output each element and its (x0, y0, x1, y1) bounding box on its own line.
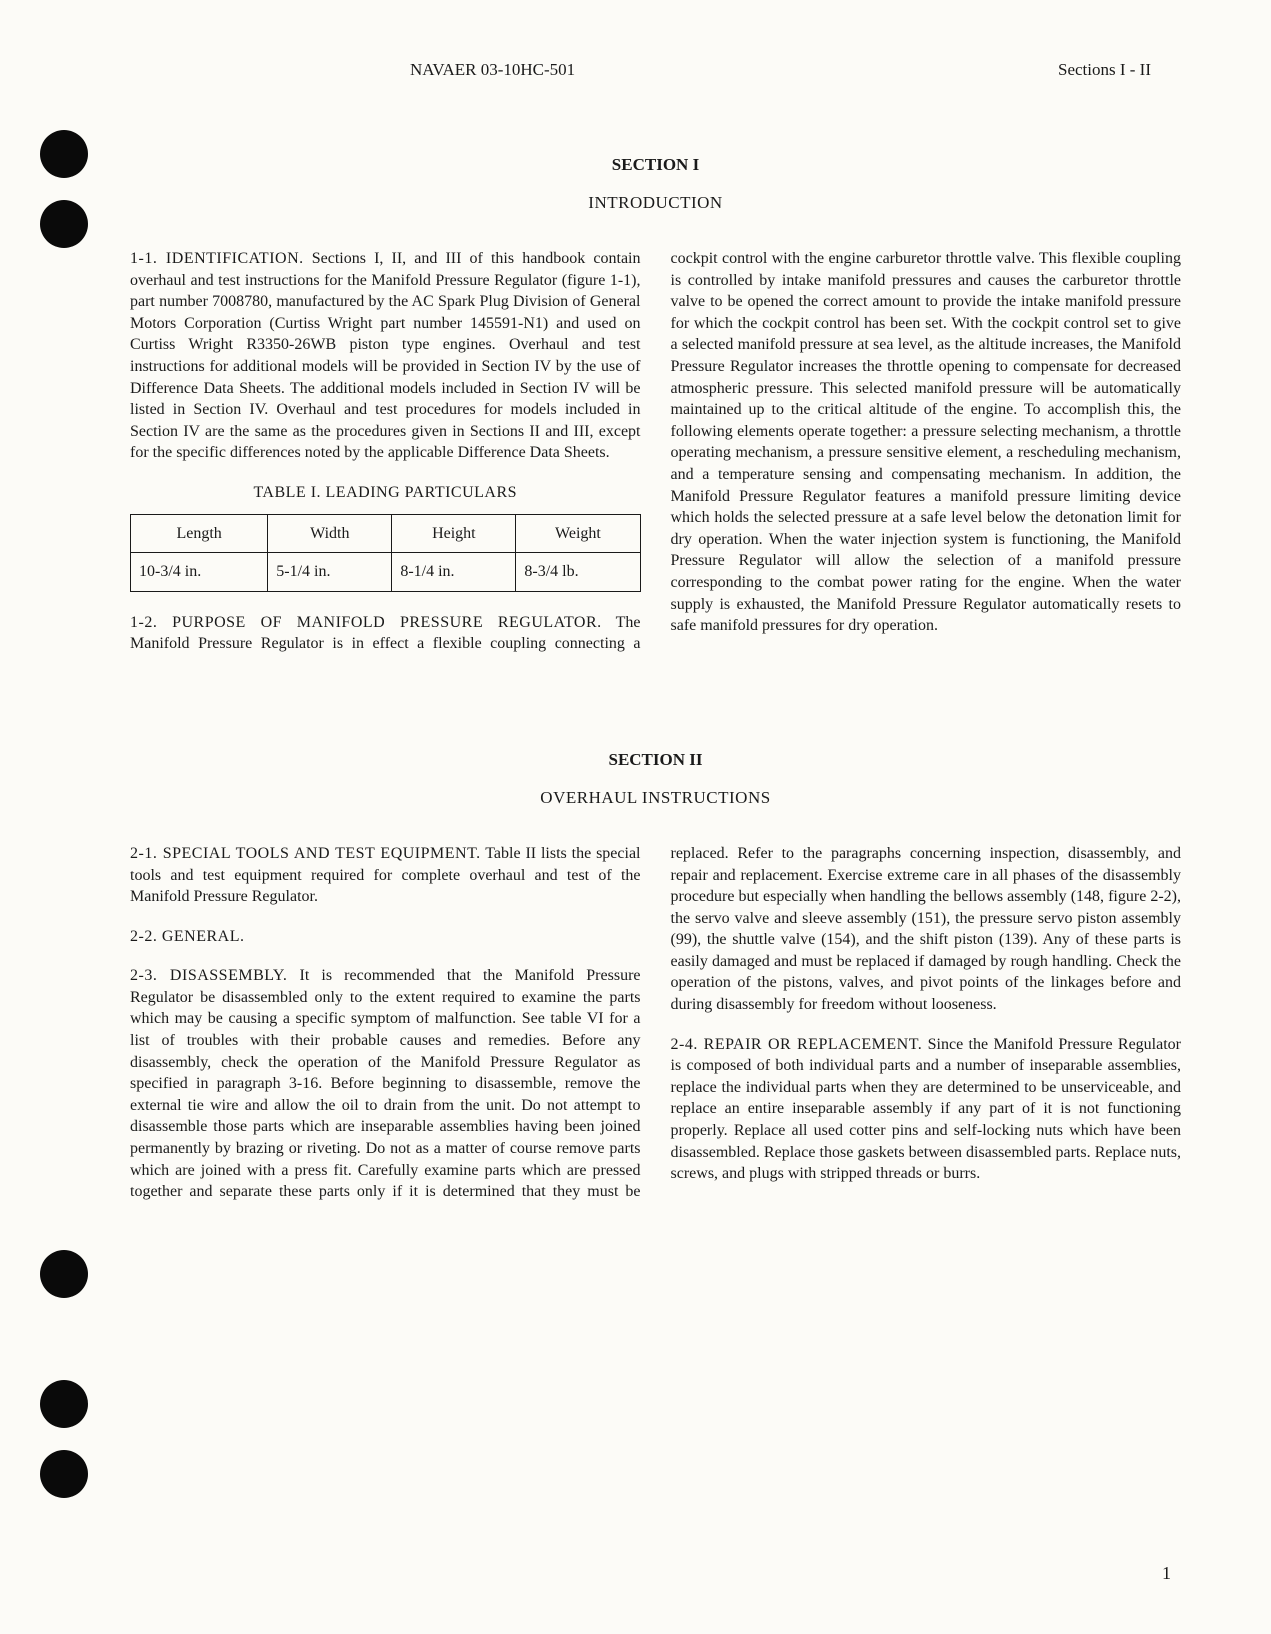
para-1-1-text: Sections I, II, and III of this handbook… (130, 250, 641, 461)
section-1-heading: SECTION I (130, 155, 1181, 175)
section-spacer (130, 655, 1181, 750)
paragraph-2-4: 2-4. REPAIR OR REPLACEMENT. Since the Ma… (671, 1034, 1182, 1185)
document-page: NAVAER 03-10HC-501 Sections I - II SECTI… (0, 0, 1271, 1634)
page-header: NAVAER 03-10HC-501 Sections I - II (130, 60, 1181, 80)
table-1-wrapper: TABLE I. LEADING PARTICULARS Length Widt… (130, 482, 641, 592)
hole-punch (40, 200, 88, 248)
table-cell-weight: 8-3/4 lb. (516, 553, 640, 592)
table-cell-length: 10-3/4 in. (131, 553, 268, 592)
page-number: 1 (1162, 1563, 1171, 1584)
section-1-subheading: INTRODUCTION (130, 193, 1181, 213)
para-2-2-label: 2-2. GENERAL. (130, 928, 244, 945)
hole-punch (40, 1450, 88, 1498)
hole-punch (40, 130, 88, 178)
para-2-1-label: 2-1. SPECIAL TOOLS AND TEST EQUIPMENT. (130, 845, 481, 862)
hole-punch (40, 1250, 88, 1298)
document-number: NAVAER 03-10HC-501 (410, 60, 575, 80)
table-header-height: Height (392, 514, 516, 553)
para-2-4-label: 2-4. REPAIR OR REPLACEMENT. (671, 1036, 923, 1053)
paragraph-1-1: 1-1. IDENTIFICATION. Sections I, II, and… (130, 248, 641, 464)
hole-punch (40, 1380, 88, 1428)
table-cell-width: 5-1/4 in. (268, 553, 392, 592)
table-header-length: Length (131, 514, 268, 553)
table-1-caption: TABLE I. LEADING PARTICULARS (130, 482, 641, 504)
paragraph-2-1: 2-1. SPECIAL TOOLS AND TEST EQUIPMENT. T… (130, 843, 641, 908)
table-header-width: Width (268, 514, 392, 553)
table-header-weight: Weight (516, 514, 640, 553)
para-2-3-label: 2-3. DISASSEMBLY. (130, 967, 287, 984)
leading-particulars-table: Length Width Height Weight 10-3/4 in. 5-… (130, 514, 641, 592)
para-1-2-label: 1-2. PURPOSE OF MANIFOLD PRESSURE REGULA… (130, 614, 602, 631)
section-2-subheading: OVERHAUL INSTRUCTIONS (130, 788, 1181, 808)
section-1-content: 1-1. IDENTIFICATION. Sections I, II, and… (130, 248, 1181, 655)
section-2-content: 2-1. SPECIAL TOOLS AND TEST EQUIPMENT. T… (130, 843, 1181, 1203)
table-cell-height: 8-1/4 in. (392, 553, 516, 592)
table-row: 10-3/4 in. 5-1/4 in. 8-1/4 in. 8-3/4 lb. (131, 553, 641, 592)
table-header-row: Length Width Height Weight (131, 514, 641, 553)
para-1-1-label: 1-1. IDENTIFICATION. (130, 250, 304, 267)
section-2-heading: SECTION II (130, 750, 1181, 770)
para-2-4-text: Since the Manifold Pressure Regulator is… (671, 1036, 1182, 1183)
paragraph-2-2: 2-2. GENERAL. (130, 926, 641, 948)
sections-label: Sections I - II (1058, 60, 1151, 80)
